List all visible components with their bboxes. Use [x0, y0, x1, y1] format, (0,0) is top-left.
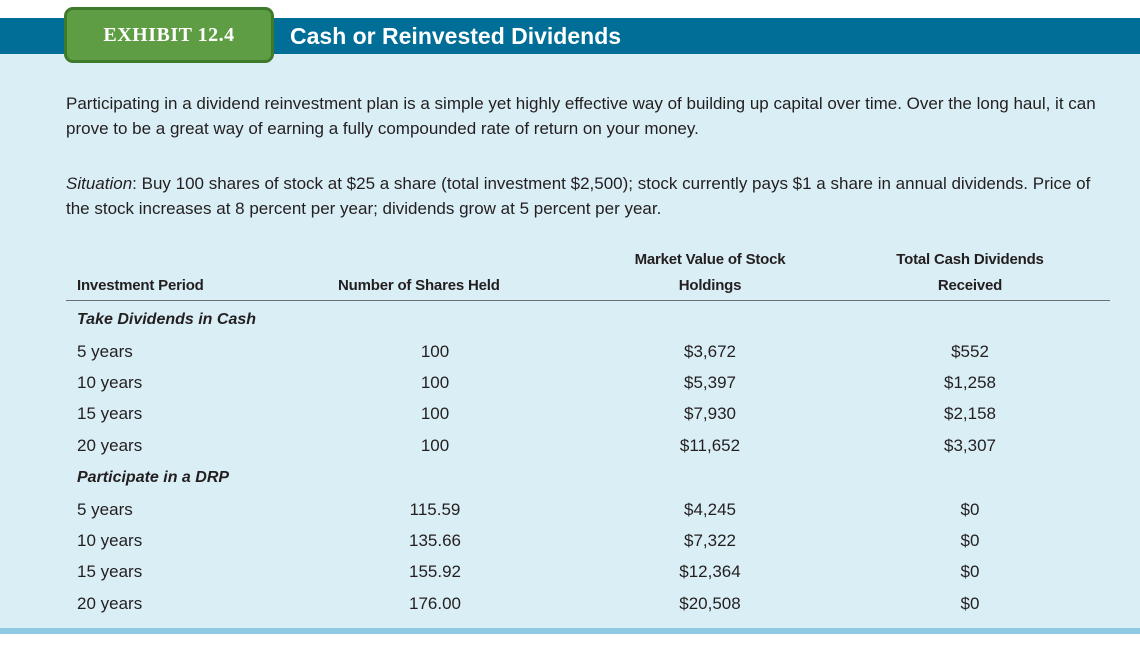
cell-market-value: $7,930 [684, 404, 736, 423]
table-row: 15 years 100 $7,930 $2,158 [0, 398, 1140, 429]
cell-shares: 115.59 [409, 500, 461, 519]
table-row: 15 years 155.92 $12,364 $0 [0, 556, 1140, 587]
situation-label: Situation [66, 174, 133, 193]
cell-dividends: $0 [960, 500, 980, 519]
table-row: 20 years 100 $11,652 $3,307 [0, 430, 1140, 461]
cell-market-value: $12,364 [679, 562, 741, 581]
cell-period: 10 years [77, 373, 143, 392]
cell-shares: 100 [420, 436, 450, 455]
cell-period: 15 years [77, 562, 143, 581]
cell-shares: 176.00 [409, 594, 461, 613]
table-row: 10 years 100 $5,397 $1,258 [0, 367, 1140, 398]
cell-market-value: $4,245 [684, 500, 736, 519]
cell-dividends: $2,158 [944, 404, 996, 423]
cell-shares: 100 [420, 342, 450, 361]
cell-shares: 100 [420, 404, 450, 423]
cell-dividends: $552 [951, 342, 989, 361]
header-investment-period: Investment Period [77, 277, 204, 294]
cell-dividends: $0 [960, 594, 980, 613]
cell-market-value: $7,322 [684, 531, 736, 550]
cell-market-value: $11,652 [679, 436, 741, 455]
exhibit-badge: EXHIBIT 12.4 [64, 7, 274, 63]
intro-paragraph: Participating in a dividend reinvestment… [66, 94, 1096, 138]
table-row: 5 years 100 $3,672 $552 [0, 336, 1140, 367]
section-label-drp: Participate in a DRP [77, 469, 230, 486]
exhibit-panel [0, 18, 1140, 634]
cell-period: 10 years [77, 531, 143, 550]
table-row: 5 years 115.59 $4,245 $0 [0, 494, 1140, 525]
cell-dividends: $1,258 [944, 373, 996, 392]
cell-period: 5 years [77, 342, 133, 361]
situation-text: : Buy 100 shares of stock at $25 a share… [66, 174, 1091, 218]
cell-market-value: $3,672 [684, 342, 736, 361]
header-divider [66, 300, 1110, 301]
table-row: 10 years 135.66 $7,322 $0 [0, 525, 1140, 556]
header-market-value-line1: Market Value of Stock [634, 251, 786, 268]
cell-period: 20 years [77, 436, 143, 455]
cell-shares: 135.66 [409, 531, 461, 550]
cell-market-value: $20,508 [679, 594, 741, 613]
cell-period: 15 years [77, 404, 143, 423]
cell-period: 5 years [77, 500, 133, 519]
cell-dividends: $3,307 [944, 436, 996, 455]
cell-shares: 100 [420, 373, 450, 392]
section-label-cash: Take Dividends in Cash [77, 311, 257, 328]
situation-paragraph: Situation: Buy 100 shares of stock at $2… [66, 171, 1096, 221]
header-market-value-line2: Holdings [678, 277, 742, 294]
cell-market-value: $5,397 [684, 373, 736, 392]
exhibit-title: Cash or Reinvested Dividends [290, 23, 622, 49]
cell-shares: 155.92 [409, 562, 461, 581]
table-row: 20 years 176.00 $20,508 $0 [0, 588, 1140, 619]
cell-dividends: $0 [960, 531, 980, 550]
header-dividends-line2: Received [937, 277, 1003, 294]
cell-period: 20 years [77, 594, 143, 613]
bottom-accent-bar [0, 628, 1140, 634]
cell-dividends: $0 [960, 562, 980, 581]
header-shares-held: Number of Shares Held [338, 277, 500, 294]
header-dividends-line1: Total Cash Dividends [896, 251, 1044, 268]
